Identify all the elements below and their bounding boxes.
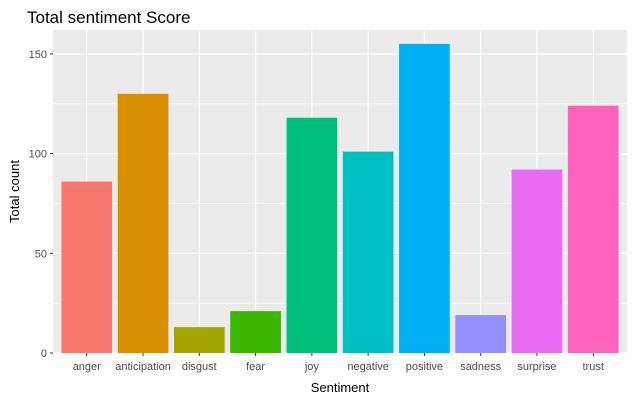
bar-negative [342,151,394,353]
x-tick-label: disgust [182,361,217,373]
x-tick-label: surprise [517,361,556,373]
x-tick-label: positive [406,361,443,373]
x-tick-label: anger [73,361,101,373]
bar-anger [61,181,113,353]
y-tick-label: 0 [41,348,47,360]
bar-anticipation [117,93,169,354]
x-tick-label: anticipation [115,361,171,373]
x-tick-label: fear [246,361,265,373]
bar-sadness [455,315,507,353]
y-tick-label: 150 [29,49,47,61]
bar-fear [230,311,281,353]
y-axis-ticks: 0 50 100 150 [29,49,53,360]
x-tick-label: joy [304,361,320,373]
x-tick-label: sadness [460,361,501,373]
bars [61,43,619,354]
x-axis-title: Sentiment [311,380,370,395]
bar-surprise [511,169,563,353]
bar-joy [286,117,338,353]
x-tick-label: trust [583,361,604,373]
y-tick-label: 100 [29,149,47,161]
x-tick-label: negative [347,361,389,373]
x-axis-ticks: anger anticipation disgust fear joy negative p… [73,353,604,373]
y-axis-title: Total count [7,160,22,223]
chart-title: Total sentiment Score [27,8,190,27]
bar-positive [399,43,450,354]
bar-disgust [173,327,225,353]
bar-trust [567,105,619,353]
y-tick-label: 50 [35,248,47,260]
